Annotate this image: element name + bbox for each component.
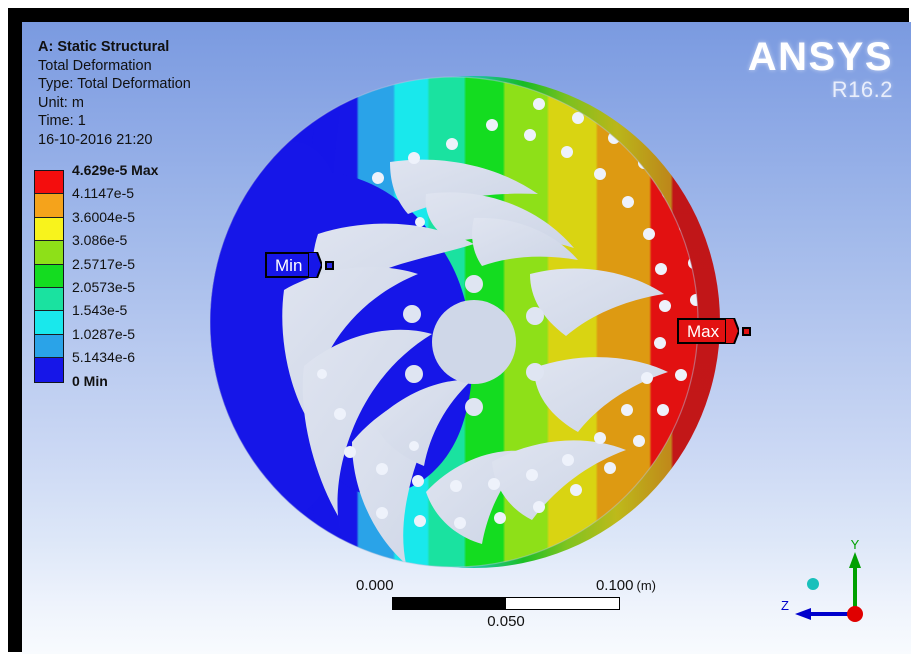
min-probe-label: Min xyxy=(265,252,309,278)
max-probe-marker xyxy=(742,326,752,336)
legend-labels: 4.629e-5 Max 4.1147e-5 3.6004e-5 3.086e-5 2.… xyxy=(72,162,242,389)
max-probe-label: Max xyxy=(677,318,726,344)
triad-z-label: Z xyxy=(781,598,789,613)
legend-label-3: 3.086e-5 xyxy=(72,232,128,249)
triad-rotate-handle[interactable] xyxy=(807,578,819,590)
blade-gaps xyxy=(282,159,668,564)
rim-holes-scattered xyxy=(317,138,458,451)
hub-bolt-holes xyxy=(403,275,544,416)
timestamp-label: 16-10-2016 21:20 xyxy=(38,131,153,148)
ansys-release-label: R16.2 xyxy=(831,77,893,102)
result-info-block: A: Static Structural Total Deformation T… xyxy=(38,38,191,149)
max-probe-annotation[interactable]: Max xyxy=(677,318,752,344)
disc-front-face xyxy=(210,77,698,567)
time-label: Time: 1 xyxy=(38,113,86,129)
ruler-bar-filled xyxy=(393,598,506,609)
impeller-model[interactable] xyxy=(22,22,911,654)
triad-y-arrow xyxy=(849,552,861,568)
ansys-logo: ANSYS R16.2 xyxy=(748,36,893,102)
ruler-start-label: 0.000 xyxy=(356,577,394,594)
legend-label-2: 3.6004e-5 xyxy=(72,208,136,225)
legend-swatch-8 xyxy=(35,358,63,382)
analysis-system-label: A: Static Structural xyxy=(38,39,170,55)
triad-y-label: Y xyxy=(851,538,860,552)
legend-label-6: 1.543e-5 xyxy=(72,302,128,319)
legend-label-7: 1.0287e-5 xyxy=(72,325,136,342)
unit-label: Unit: m xyxy=(38,94,84,111)
hub-bore xyxy=(432,300,516,384)
max-probe-tip xyxy=(725,318,740,344)
legend-label-4: 2.5717e-5 xyxy=(72,255,136,272)
triad-x-origin-sphere xyxy=(847,606,863,622)
legend-color-bar[interactable] xyxy=(34,170,64,383)
legend-label-9: 0 Min xyxy=(72,372,108,389)
min-probe-tip xyxy=(308,252,323,278)
ruler-bar xyxy=(392,597,620,610)
legend-swatch-6 xyxy=(35,311,63,335)
result-type-label: Type: Total Deformation xyxy=(38,76,191,92)
legend-swatch-4 xyxy=(35,264,63,288)
legend-label-0: 4.629e-5 Max xyxy=(72,162,159,178)
legend-label-8: 5.1434e-6 xyxy=(72,349,136,366)
legend-swatch-5 xyxy=(35,287,63,312)
legend-swatch-1 xyxy=(35,194,63,218)
viewport-frame: A: Static Structural Total Deformation T… xyxy=(8,8,911,654)
result-name-label: Total Deformation xyxy=(38,57,152,74)
ruler-unit-label: (m) xyxy=(636,578,657,593)
ansys-wordmark: ANSYS xyxy=(747,35,893,79)
triad-z-arrow xyxy=(795,608,811,620)
ruler-mid-label: 0.050 xyxy=(487,613,525,630)
rim-holes-inner xyxy=(344,119,671,492)
min-probe-annotation[interactable]: Min xyxy=(265,252,335,278)
legend-swatch-7 xyxy=(35,334,63,359)
min-probe-marker xyxy=(325,260,335,270)
legend-label-1: 4.1147e-5 xyxy=(72,185,135,202)
ruler-end-label: 0.100 xyxy=(595,577,634,594)
graphics-viewport[interactable]: A: Static Structural Total Deformation T… xyxy=(22,22,911,654)
legend-swatch-0 xyxy=(35,171,63,195)
scale-ruler: 0.000 0.100 (m) 0.050 xyxy=(356,577,656,630)
contour-legend[interactable]: 4.629e-5 Max 4.1147e-5 3.6004e-5 3.086e-5 2.… xyxy=(34,162,242,389)
legend-label-5: 2.0573e-5 xyxy=(72,279,136,295)
ruler-bar-empty xyxy=(506,598,619,609)
legend-swatch-3 xyxy=(35,241,63,265)
legend-swatch-2 xyxy=(35,217,63,242)
axis-triad[interactable]: Y Z xyxy=(769,538,889,630)
